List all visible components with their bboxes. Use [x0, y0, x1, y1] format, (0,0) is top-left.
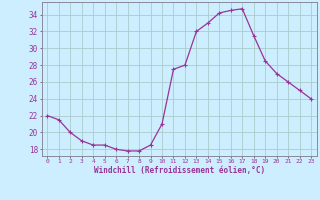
X-axis label: Windchill (Refroidissement éolien,°C): Windchill (Refroidissement éolien,°C)	[94, 166, 265, 175]
